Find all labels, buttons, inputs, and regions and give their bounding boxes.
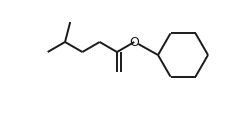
Text: O: O xyxy=(129,36,139,49)
